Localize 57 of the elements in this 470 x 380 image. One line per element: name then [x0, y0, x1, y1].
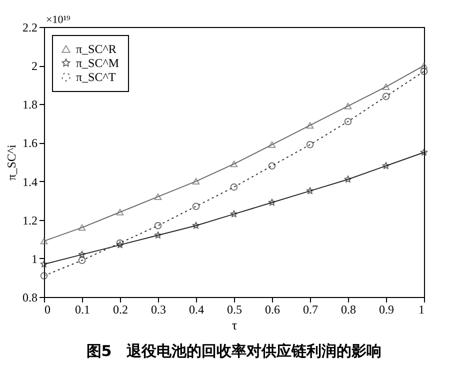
point: [154, 193, 162, 200]
x-tick-label: 0.6: [265, 302, 280, 316]
x-tick-label: 0.9: [379, 302, 394, 316]
y-tick-label: 2: [32, 59, 38, 74]
point: [230, 183, 238, 191]
point: [420, 148, 428, 156]
x-tick-label: 0.1: [75, 302, 90, 316]
point: [382, 92, 390, 100]
y-tick-label: 1.2: [22, 213, 38, 228]
y-tick-label: 1.6: [22, 136, 38, 150]
legend-label: π_SC^M: [76, 56, 120, 70]
legend-label: π_SC^R: [76, 42, 116, 56]
point: [306, 140, 314, 148]
point: [192, 178, 200, 185]
point: [230, 210, 238, 218]
y-axis-title: π_SC^i: [4, 144, 18, 180]
y-tick-label: 1: [32, 252, 38, 266]
x-tick-label: 0.4: [189, 302, 204, 316]
text: ×10¹⁹: [46, 14, 70, 26]
x-tick-label: 0.8: [341, 302, 356, 316]
point: [268, 198, 276, 206]
x-tick-label: 0: [44, 302, 50, 316]
point: [40, 260, 48, 268]
point: [154, 222, 162, 230]
y-tick-label: 1.4: [22, 174, 38, 189]
point: [230, 160, 238, 168]
point: [306, 122, 314, 129]
point: [382, 84, 390, 90]
point: [78, 224, 86, 231]
point: [344, 118, 352, 126]
x-tick-label: 0.7: [303, 302, 318, 316]
point: [40, 272, 48, 280]
x-tick-label: 0.3: [151, 302, 166, 316]
x-tick-label: 1: [418, 302, 424, 316]
legend-label: π_SC^T: [76, 70, 116, 84]
y-tick-label: 0.8: [22, 290, 38, 304]
point: [306, 187, 314, 194]
point: [420, 68, 428, 76]
point: [382, 162, 390, 169]
point: [78, 250, 86, 258]
point: [268, 162, 276, 170]
x-axis-title: τ: [232, 318, 238, 332]
point: [154, 232, 162, 238]
point: [78, 256, 86, 264]
point: [40, 238, 48, 244]
x-tick-label: 0.5: [227, 302, 242, 316]
y-tick-label: 1.8: [22, 98, 38, 112]
x-tick-label: 0.2: [113, 302, 128, 316]
point: [420, 62, 428, 69]
point: [344, 102, 352, 110]
text: 图5 退役电池的回收率对供应链利润的影响: [86, 342, 382, 360]
point: [344, 176, 352, 182]
point: [268, 141, 276, 148]
point: [192, 222, 200, 229]
point: [116, 208, 124, 216]
point: [192, 202, 200, 210]
y-tick-label: 2.2: [22, 20, 38, 34]
